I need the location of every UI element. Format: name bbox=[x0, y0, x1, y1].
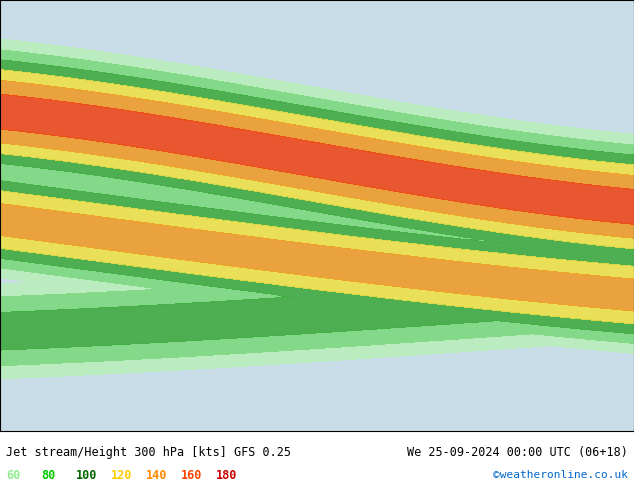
Text: 160: 160 bbox=[181, 469, 202, 482]
Text: 180: 180 bbox=[216, 469, 237, 482]
Text: 80: 80 bbox=[41, 469, 55, 482]
Text: We 25-09-2024 00:00 UTC (06+18): We 25-09-2024 00:00 UTC (06+18) bbox=[407, 446, 628, 459]
Text: 60: 60 bbox=[6, 469, 20, 482]
Text: 120: 120 bbox=[111, 469, 133, 482]
Text: ©weatheronline.co.uk: ©weatheronline.co.uk bbox=[493, 470, 628, 480]
Text: 140: 140 bbox=[146, 469, 167, 482]
Text: 100: 100 bbox=[76, 469, 98, 482]
Text: Jet stream/Height 300 hPa [kts] GFS 0.25: Jet stream/Height 300 hPa [kts] GFS 0.25 bbox=[6, 446, 292, 459]
